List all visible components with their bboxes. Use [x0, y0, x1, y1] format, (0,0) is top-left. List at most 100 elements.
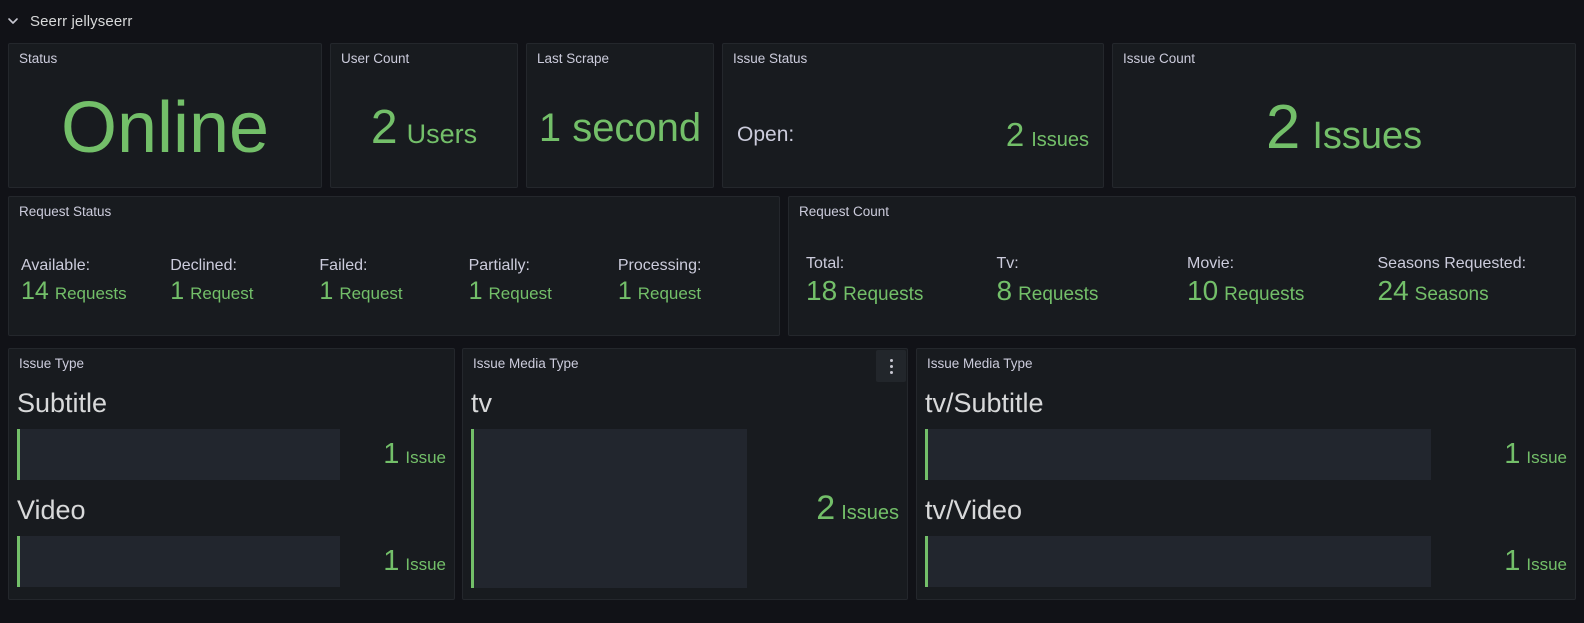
bar-number: 1 [383, 544, 400, 577]
stat-unit: Requests [1018, 284, 1099, 306]
bar-value-tv-subtitle: 1 Issue [1431, 439, 1567, 469]
bar-number: 1 [1504, 544, 1521, 577]
kebab-dots [889, 358, 893, 374]
panel-user-count: User Count 2 Users [330, 43, 518, 188]
bar-unit: Issue [405, 447, 446, 467]
bar-unit: Issues [841, 502, 899, 525]
bar-value-subtitle: 1 Issue [340, 437, 446, 470]
issue-count-value: 2 Issues [1266, 96, 1423, 159]
bar-unit: Issue [1526, 554, 1567, 574]
stat-value: 1 Request [468, 276, 618, 306]
bar-number: 1 [383, 437, 400, 470]
bar-row-tv: 2 Issues [471, 428, 899, 588]
stat-unit: Request [637, 283, 702, 303]
stat-label: Movie: [1187, 255, 1235, 273]
last-scrape-value: 1 second [538, 105, 702, 150]
dashboard-row-header[interactable]: Seerr jellyseerr [6, 8, 132, 34]
stat-value: 10 Requests [1187, 275, 1373, 307]
request-count-stats: Total: 18 Requests Tv: 8 Requests Movie:… [789, 221, 1575, 335]
bar-unit: Issue [405, 554, 446, 574]
stat-label: Total: [806, 255, 845, 273]
bar-number: 2 [816, 489, 836, 528]
panel-title-issue-count[interactable]: Issue Count [1123, 51, 1196, 66]
stat-number: 18 [806, 275, 838, 307]
stat-value: 1 Request [319, 276, 468, 306]
stat-total: Total: 18 Requests [801, 255, 992, 307]
stat-seasons-requested: Seasons Requested: 24 Seasons [1373, 255, 1564, 307]
bar-label-tv: tv [471, 388, 493, 419]
issue-status-label: Open: [737, 122, 795, 146]
panel-issue-media-type-detail: Issue Media Type tv/Subtitle 1 Issue tv/… [916, 348, 1576, 600]
panel-title-status[interactable]: Status [19, 51, 58, 66]
bar-gauge-video [17, 535, 340, 587]
panel-title-issue-media-type-detail[interactable]: Issue Media Type [927, 356, 1033, 371]
request-status-stats: Available: 14 Requests Declined: 1 Reque… [9, 221, 779, 335]
stat-unit: Request [190, 283, 254, 303]
bar-fill [471, 428, 474, 588]
user-count-number: 2 [370, 100, 398, 154]
kebab-menu-icon[interactable] [876, 350, 906, 382]
bar-row-tv-video: 1 Issue [925, 535, 1567, 587]
panel-status: Status Online [8, 43, 322, 188]
bar-value-tv-video: 1 Issue [1431, 544, 1567, 577]
stat-unit: Request [339, 283, 403, 303]
stat-failed: Failed: 1 Request [319, 257, 468, 306]
stat-number: 8 [996, 275, 1013, 307]
panel-title-issue-status[interactable]: Issue Status [733, 51, 808, 66]
bar-label-video: Video [17, 494, 86, 525]
stat-number: 1 [319, 276, 334, 305]
bar-unit: Issue [1526, 447, 1567, 467]
stat-label: Partially: [468, 256, 530, 274]
stat-label: Available: [21, 256, 91, 274]
bar-gauge-tv [471, 428, 747, 588]
stat-unit: Requests [843, 284, 924, 306]
last-scrape-value-area: 1 second [527, 68, 713, 187]
bar-row-tv-subtitle: 1 Issue [925, 428, 1567, 480]
stat-number: 1 [468, 276, 483, 305]
stat-number: 1 [170, 276, 185, 305]
status-value-area: Online [9, 68, 321, 187]
panel-title-last-scrape[interactable]: Last Scrape [537, 51, 610, 66]
bar-fill [925, 428, 928, 480]
stat-label: Declined: [170, 256, 237, 274]
stat-number: 24 [1377, 275, 1409, 307]
issue-media-type-detail-bars: tv/Subtitle 1 Issue tv/Video 1 Issue [917, 373, 1575, 599]
user-count-unit: Users [406, 118, 478, 149]
chevron-down-icon[interactable] [6, 14, 20, 28]
issue-count-unit: Issues [1312, 114, 1423, 157]
stat-number: 10 [1187, 275, 1219, 307]
panel-request-status: Request Status Available: 14 Requests De… [8, 196, 780, 336]
bar-fill [17, 535, 20, 587]
issue-count-value-area: 2 Issues [1113, 68, 1575, 187]
user-count-value-area: 2 Users [331, 68, 517, 187]
panel-last-scrape: Last Scrape 1 second [526, 43, 714, 188]
stat-unit: Request [488, 283, 552, 303]
bar-value-video: 1 Issue [340, 544, 446, 577]
stat-available: Available: 14 Requests [21, 257, 170, 306]
stat-label: Seasons Requested: [1377, 255, 1527, 273]
stat-value: 24 Seasons [1377, 275, 1564, 307]
panel-title-issue-media-type-tv[interactable]: Issue Media Type [473, 356, 579, 371]
stat-partially: Partially: 1 Request [469, 257, 618, 306]
status-value: Online [60, 87, 270, 168]
panel-title-issue-type[interactable]: Issue Type [19, 356, 85, 371]
stat-value: 1 Request [170, 276, 319, 306]
bar-fill [925, 535, 928, 587]
panel-issue-status: Issue Status Open: 2 Issues [722, 43, 1104, 188]
stat-value: 18 Requests [806, 275, 992, 307]
user-count-value: 2 Users [370, 100, 478, 154]
panel-title-user-count[interactable]: User Count [341, 51, 410, 66]
issue-status-row: Open: 2 Issues [723, 68, 1103, 187]
bar-gauge-tv-subtitle [925, 428, 1431, 480]
bar-gauge-tv-video [925, 535, 1431, 587]
stat-declined: Declined: 1 Request [170, 257, 319, 306]
dashboard-row-title[interactable]: Seerr jellyseerr [30, 12, 133, 30]
stat-processing: Processing: 1 Request [618, 257, 767, 306]
stat-label: Processing: [617, 256, 702, 274]
panel-title-request-count[interactable]: Request Count [799, 204, 890, 219]
panel-title-request-status[interactable]: Request Status [19, 204, 112, 219]
stat-number: 14 [21, 276, 49, 305]
bar-value-tv: 2 Issues [747, 491, 899, 525]
stat-value: 1 Request [618, 277, 767, 306]
